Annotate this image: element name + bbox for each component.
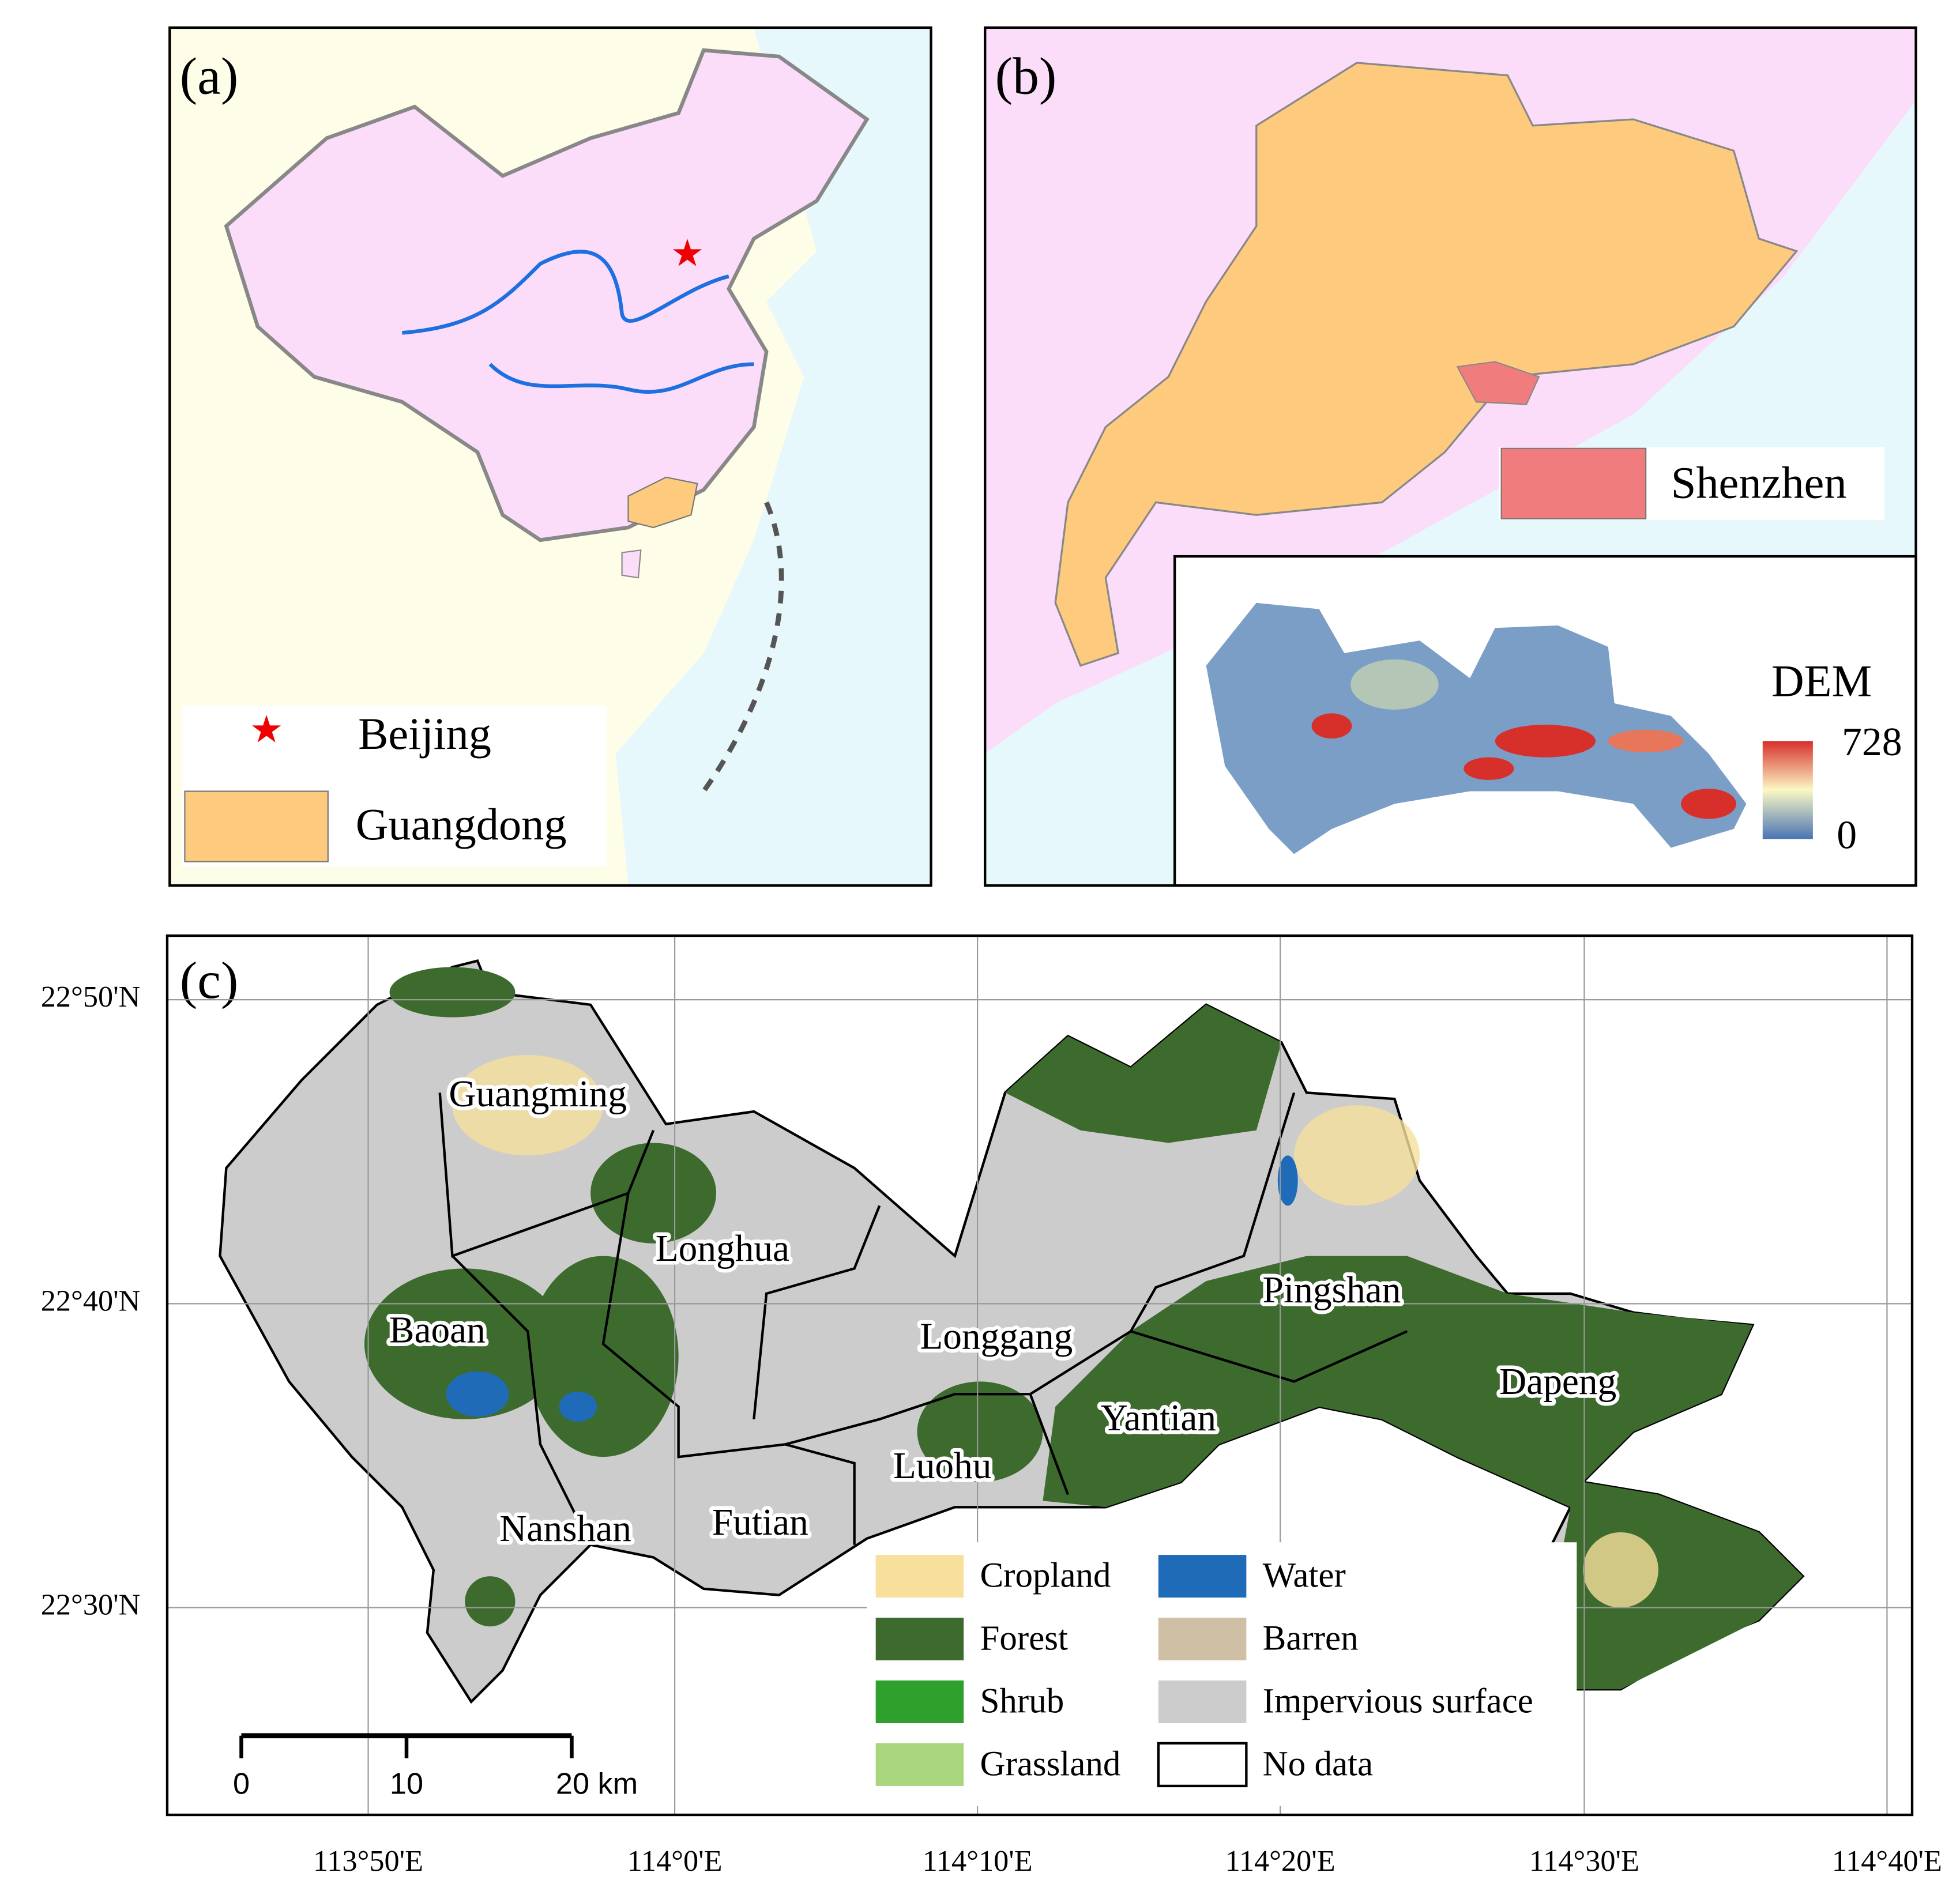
legend-swatch [875, 1743, 964, 1786]
district-boundary [438, 1092, 1408, 1546]
cropland-area [1294, 1105, 1420, 1206]
legend-label: Barren [1263, 1619, 1359, 1657]
china [224, 48, 870, 542]
beijing-star: ★ [671, 233, 705, 275]
forest-area [528, 1256, 679, 1457]
scale-label: 10 [390, 1768, 423, 1801]
dem-high [1311, 713, 1352, 738]
forest-area [465, 1576, 516, 1627]
water-body [446, 1372, 509, 1417]
frame [984, 26, 1917, 887]
legend-swatch [875, 1555, 964, 1598]
legend-swatch [1158, 1680, 1247, 1723]
legend-label: Guangdong [356, 799, 567, 849]
colorbar-max: 728 [1842, 720, 1902, 764]
latitude-label: 22°50'N [41, 980, 141, 1013]
colorbar [1762, 741, 1813, 839]
forest-area [364, 1268, 566, 1419]
legend-label: Grassland [980, 1744, 1121, 1783]
hainan [621, 549, 642, 579]
district-label: Baoan [389, 1310, 486, 1351]
longitude-label: 114°0'E [627, 1844, 723, 1878]
panel-label: (a) [180, 47, 239, 106]
district-label: Futian [712, 1502, 808, 1543]
legend-label: Beijing [358, 709, 491, 759]
legend-swatch [1500, 447, 1647, 519]
legend-label: Shrub [980, 1682, 1064, 1720]
legend-label: Shenzhen [1671, 457, 1847, 507]
longitude-label: 114°10'E [923, 1844, 1033, 1878]
river [402, 250, 754, 394]
colorbar-title: DEM [1771, 656, 1872, 706]
district-label: Yantian [1101, 1397, 1216, 1439]
forest-area [590, 1143, 716, 1244]
forest-area [1005, 1004, 1282, 1143]
shenzhen [1456, 361, 1540, 405]
longitude-label: 113°50'E [313, 1844, 423, 1878]
sea [615, 27, 931, 886]
dem-mid [1350, 659, 1439, 710]
cropland-area [452, 1055, 603, 1156]
legend-label: Forest [980, 1619, 1069, 1657]
water-body [1277, 1155, 1298, 1206]
guangdong [627, 476, 698, 529]
legend-swatch [1158, 1555, 1247, 1598]
district-label: Longgang [920, 1316, 1073, 1358]
district-label: Guangming [449, 1073, 627, 1115]
longitude-label: 114°40'E [1832, 1844, 1942, 1878]
district-label: Dapeng [1499, 1361, 1616, 1403]
district-label: Luohu [893, 1445, 992, 1487]
panel-label: (b) [995, 47, 1057, 106]
water-body [559, 1391, 597, 1422]
legend-label: Impervious surface [1263, 1682, 1533, 1720]
legend-label: No data [1263, 1744, 1373, 1783]
panel-c: (c) Guangming Longhua Baoan Longgang Pingsha… [165, 934, 1914, 1817]
guangdong [1054, 62, 1799, 667]
district-label: Pingshan [1263, 1269, 1401, 1311]
district-label: Longhua [656, 1228, 789, 1269]
boundary-dashes [701, 501, 784, 793]
scale-label: 20 km [556, 1768, 638, 1801]
frame [168, 26, 932, 887]
legend-star: ★ [250, 709, 284, 751]
dem-high [1681, 789, 1736, 819]
colorbar-min: 0 [1837, 813, 1857, 857]
dem-high [1608, 729, 1684, 752]
legend-label: Water [1263, 1556, 1346, 1595]
district-label: Nanshan [499, 1508, 631, 1550]
forest-area [917, 1381, 1043, 1482]
latitude-label: 22°30'N [41, 1588, 141, 1622]
dem-high [1495, 725, 1596, 758]
latitude-label: 22°40'N [41, 1284, 141, 1317]
scale-label: 0 [233, 1768, 250, 1801]
frame [165, 934, 1914, 1817]
legend-swatch [1157, 1742, 1248, 1788]
forest-area [389, 967, 516, 1018]
legend-swatch [1158, 1618, 1247, 1661]
legend-label: Cropland [980, 1556, 1111, 1595]
panel-a: ★ ★ Beijing Guangdong (a) [168, 26, 932, 887]
legend-swatch [184, 790, 329, 862]
legend-swatch [875, 1680, 964, 1723]
legend-swatch [875, 1618, 964, 1661]
longitude-label: 114°30'E [1529, 1844, 1639, 1878]
dem-high [1464, 757, 1514, 780]
dem-shape [1206, 602, 1747, 854]
cropland-area [1583, 1532, 1658, 1608]
panel-label: (c) [180, 951, 239, 1009]
panel-b: Shenzhen DEM 728 0 (b) [984, 26, 1917, 887]
longitude-label: 114°20'E [1225, 1844, 1335, 1878]
